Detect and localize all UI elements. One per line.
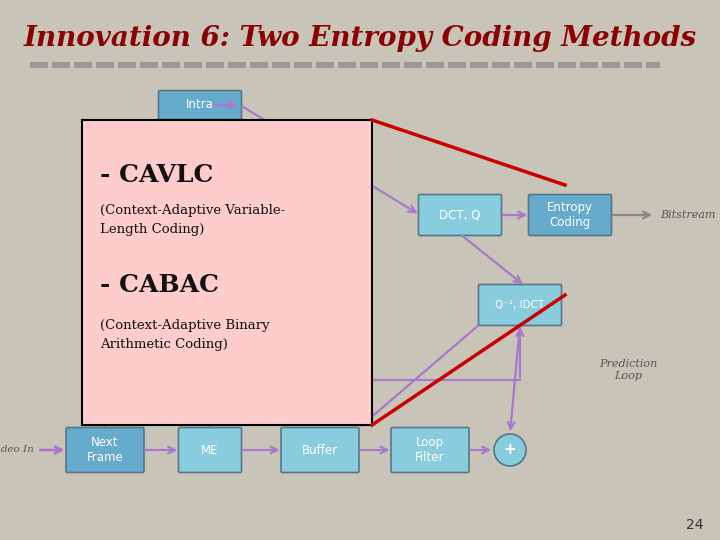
FancyBboxPatch shape [140, 62, 158, 68]
Circle shape [494, 434, 526, 466]
FancyBboxPatch shape [206, 62, 224, 68]
Text: (Context-Adaptive Binary
Arithmetic Coding): (Context-Adaptive Binary Arithmetic Codi… [100, 319, 269, 351]
FancyBboxPatch shape [184, 62, 202, 68]
Text: Prediction
Loop: Prediction Loop [599, 359, 657, 381]
FancyBboxPatch shape [118, 62, 136, 68]
Text: Intra: Intra [186, 98, 214, 111]
FancyBboxPatch shape [316, 62, 334, 68]
FancyBboxPatch shape [294, 62, 312, 68]
FancyBboxPatch shape [66, 428, 144, 472]
FancyBboxPatch shape [179, 428, 241, 472]
FancyBboxPatch shape [646, 62, 660, 68]
FancyBboxPatch shape [250, 62, 268, 68]
FancyBboxPatch shape [391, 428, 469, 472]
FancyBboxPatch shape [52, 62, 70, 68]
FancyBboxPatch shape [479, 285, 562, 326]
FancyBboxPatch shape [426, 62, 444, 68]
FancyBboxPatch shape [382, 62, 400, 68]
Text: Next
Frame: Next Frame [86, 436, 123, 464]
Text: (Context-Adaptive Variable-
Length Coding): (Context-Adaptive Variable- Length Codin… [100, 204, 285, 236]
Text: Bitstream: Bitstream [660, 210, 716, 220]
Text: - CABAC: - CABAC [100, 273, 219, 297]
FancyBboxPatch shape [162, 62, 180, 68]
FancyBboxPatch shape [470, 62, 488, 68]
FancyBboxPatch shape [492, 62, 510, 68]
FancyBboxPatch shape [528, 194, 611, 235]
FancyBboxPatch shape [580, 62, 598, 68]
Text: Entropy
Coding: Entropy Coding [547, 201, 593, 229]
Text: 24: 24 [686, 518, 703, 532]
Text: Innovation 6: Two Entropy Coding Methods: Innovation 6: Two Entropy Coding Methods [24, 24, 696, 51]
FancyBboxPatch shape [82, 120, 372, 425]
FancyBboxPatch shape [404, 62, 422, 68]
FancyBboxPatch shape [281, 428, 359, 472]
Text: DCT, Q: DCT, Q [439, 208, 481, 221]
Text: +: + [503, 442, 516, 457]
FancyBboxPatch shape [30, 62, 48, 68]
FancyBboxPatch shape [360, 62, 378, 68]
Text: ME: ME [202, 443, 219, 456]
FancyBboxPatch shape [602, 62, 620, 68]
FancyBboxPatch shape [338, 62, 356, 68]
FancyBboxPatch shape [74, 62, 92, 68]
Text: Buffer: Buffer [302, 443, 338, 456]
FancyBboxPatch shape [536, 62, 554, 68]
FancyBboxPatch shape [558, 62, 576, 68]
FancyBboxPatch shape [272, 62, 290, 68]
FancyBboxPatch shape [514, 62, 532, 68]
FancyBboxPatch shape [624, 62, 642, 68]
FancyBboxPatch shape [418, 194, 502, 235]
Text: Loop
Filter: Loop Filter [415, 436, 445, 464]
FancyBboxPatch shape [448, 62, 466, 68]
FancyBboxPatch shape [96, 62, 114, 68]
Text: - CAVLC: - CAVLC [100, 163, 213, 187]
Text: Video In: Video In [0, 446, 34, 455]
FancyBboxPatch shape [228, 62, 246, 68]
FancyBboxPatch shape [158, 91, 241, 119]
Text: Q⁻¹, IDCT: Q⁻¹, IDCT [495, 300, 544, 310]
